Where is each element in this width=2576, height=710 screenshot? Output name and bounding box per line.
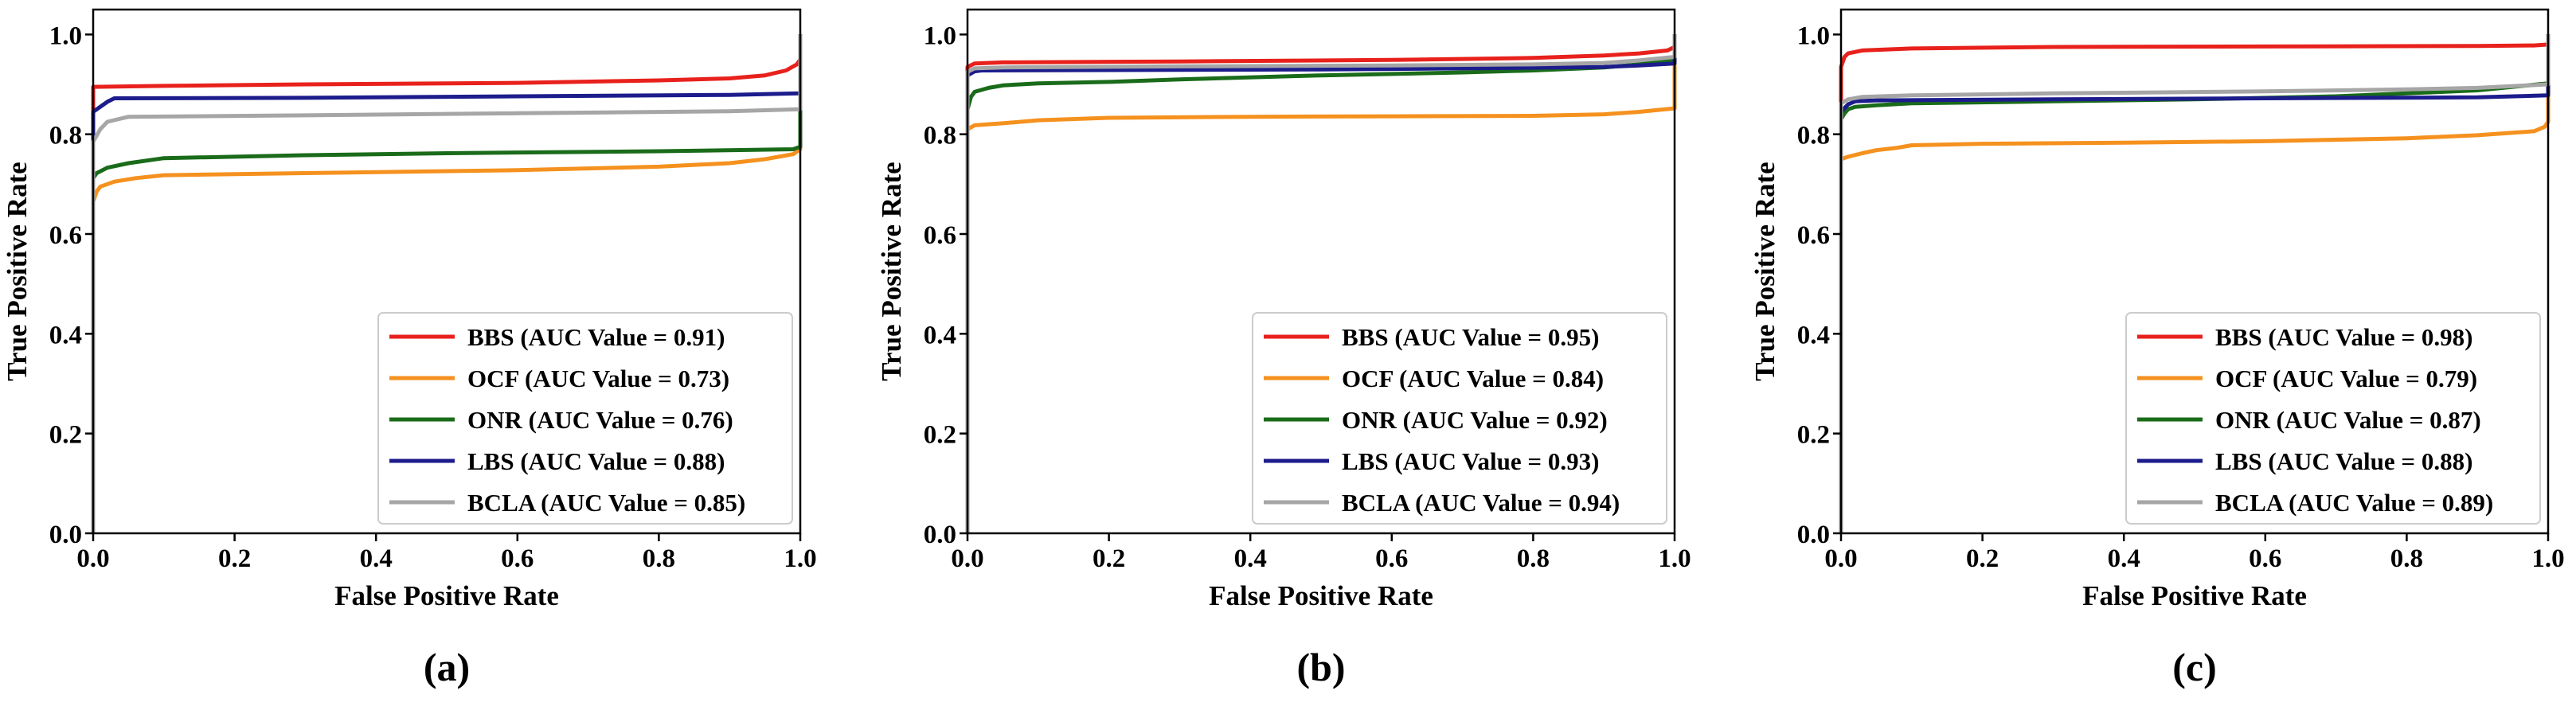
y-tick-label: 0.4 bbox=[1797, 321, 1830, 349]
series-line-bbs bbox=[1839, 34, 2551, 533]
y-tick-label: 1.0 bbox=[1797, 21, 1830, 50]
y-tick-label: 0.6 bbox=[924, 221, 956, 250]
legend-box bbox=[1252, 312, 1667, 525]
x-axis-label: False Positive Rate bbox=[2082, 580, 2307, 611]
y-tick-label: 0.2 bbox=[924, 421, 956, 450]
x-tick-label: 0.8 bbox=[643, 544, 675, 573]
legend: BBS (AUC Value = 0.91) OCF (AUC Value = 0… bbox=[377, 312, 793, 525]
y-axis-label: True Positive Rate bbox=[876, 162, 907, 380]
y-tick-label: 0.0 bbox=[49, 521, 82, 549]
x-tick-label: 0.4 bbox=[360, 544, 393, 573]
legend-label-bbs: BBS (AUC Value = 0.98) bbox=[2215, 323, 2472, 351]
y-tick-label: 0.4 bbox=[924, 321, 956, 349]
y-tick-label: 0.0 bbox=[924, 521, 956, 549]
x-tick-label: 1.0 bbox=[1658, 544, 1691, 573]
y-tick-label: 0.2 bbox=[49, 421, 82, 450]
series-line-ocf bbox=[91, 34, 803, 533]
legend-label-lbs: LBS (AUC Value = 0.88) bbox=[467, 447, 725, 475]
y-tick-label: 0.8 bbox=[924, 122, 956, 150]
x-tick-label: 0.0 bbox=[1824, 544, 1857, 573]
series-line-bcla bbox=[965, 34, 1677, 533]
series-line-bcla bbox=[91, 34, 803, 533]
series-line-lbs bbox=[965, 34, 1677, 533]
x-tick-label: 0.6 bbox=[1375, 544, 1408, 573]
x-tick-label: 0.0 bbox=[76, 544, 109, 573]
x-tick-label: 0.2 bbox=[218, 544, 251, 573]
legend-label-bbs: BBS (AUC Value = 0.95) bbox=[1342, 323, 1599, 351]
y-tick-label: 0.4 bbox=[49, 321, 82, 349]
x-tick-label: 0.4 bbox=[1234, 544, 1267, 573]
plot-frame bbox=[966, 8, 1676, 535]
legend-label-onr: ONR (AUC Value = 0.92) bbox=[1342, 406, 1608, 434]
chart-panel-1: 0.0 0.2 0.4 0.6 0.8 1.0 0.0 0.2 0.4 0.6 0.8 1.0 Fals… bbox=[876, 8, 1691, 689]
y-tick-label: 0.0 bbox=[1797, 521, 1830, 549]
x-tick-label: 1.0 bbox=[2531, 544, 2564, 573]
series-line-bcla bbox=[1839, 34, 2551, 533]
panel-label: (b) bbox=[1296, 645, 1345, 689]
panel-label: (c) bbox=[2172, 645, 2217, 689]
legend-label-onr: ONR (AUC Value = 0.87) bbox=[2215, 406, 2481, 434]
y-tick-label: 0.6 bbox=[1797, 221, 1830, 250]
legend-label-onr: ONR (AUC Value = 0.76) bbox=[467, 406, 733, 434]
legend-label-bbs: BBS (AUC Value = 0.91) bbox=[467, 323, 725, 351]
x-tick-label: 0.4 bbox=[2108, 544, 2140, 573]
y-tick-label: 0.2 bbox=[1797, 421, 1830, 450]
legend-box bbox=[2125, 312, 2541, 525]
chart-panel-2: 0.0 0.2 0.4 0.6 0.8 1.0 0.0 0.2 0.4 0.6 0.8 1.0 Fals… bbox=[1749, 8, 2565, 689]
legend-label-ocf: OCF (AUC Value = 0.84) bbox=[1342, 365, 1604, 392]
x-tick-label: 0.6 bbox=[501, 544, 534, 573]
x-tick-label: 0.6 bbox=[2249, 544, 2281, 573]
y-tick-label: 1.0 bbox=[49, 21, 82, 50]
legend-label-lbs: LBS (AUC Value = 0.88) bbox=[2215, 447, 2472, 475]
series-line-bbs bbox=[91, 34, 803, 533]
y-axis-label: True Positive Rate bbox=[2, 162, 33, 380]
series-line-bbs bbox=[965, 34, 1677, 533]
legend: BBS (AUC Value = 0.95) OCF (AUC Value = 0… bbox=[1252, 312, 1667, 525]
y-axis-label: True Positive Rate bbox=[1749, 162, 1781, 380]
legend-label-bcla: BCLA (AUC Value = 0.94) bbox=[1342, 489, 1620, 517]
legend-label-ocf: OCF (AUC Value = 0.73) bbox=[467, 365, 729, 392]
x-tick-label: 0.8 bbox=[1517, 544, 1550, 573]
x-tick-label: 1.0 bbox=[784, 544, 816, 573]
legend-label-lbs: LBS (AUC Value = 0.93) bbox=[1342, 447, 1599, 475]
y-tick-label: 0.6 bbox=[49, 221, 82, 250]
series-line-lbs bbox=[91, 34, 803, 533]
x-axis-label: False Positive Rate bbox=[334, 580, 559, 611]
x-tick-label: 0.2 bbox=[1966, 544, 1999, 573]
y-tick-label: 0.8 bbox=[49, 122, 82, 150]
x-axis-label: False Positive Rate bbox=[1209, 580, 1433, 611]
y-tick-label: 0.8 bbox=[1797, 122, 1830, 150]
plot-frame bbox=[92, 8, 802, 535]
chart-panel-0: 0.0 0.2 0.4 0.6 0.8 1.0 0.0 0.2 0.4 0.6 0.8 1.0 Fals… bbox=[2, 8, 817, 689]
legend-label-ocf: OCF (AUC Value = 0.79) bbox=[2215, 365, 2477, 392]
legend: BBS (AUC Value = 0.98) OCF (AUC Value = 0… bbox=[2125, 312, 2541, 525]
series-line-ocf bbox=[1839, 34, 2551, 533]
series-line-onr bbox=[91, 34, 803, 533]
y-tick-label: 1.0 bbox=[924, 21, 956, 50]
series-line-lbs bbox=[1839, 34, 2551, 533]
x-tick-label: 0.0 bbox=[951, 544, 983, 573]
series-line-ocf bbox=[965, 34, 1677, 533]
panel-label: (a) bbox=[424, 645, 470, 689]
x-tick-label: 0.2 bbox=[1093, 544, 1125, 573]
plot-frame bbox=[1839, 8, 2550, 535]
legend-box bbox=[377, 312, 793, 525]
x-tick-label: 0.8 bbox=[2390, 544, 2423, 573]
legend-label-bcla: BCLA (AUC Value = 0.89) bbox=[2215, 489, 2493, 517]
legend-label-bcla: BCLA (AUC Value = 0.85) bbox=[467, 489, 745, 517]
